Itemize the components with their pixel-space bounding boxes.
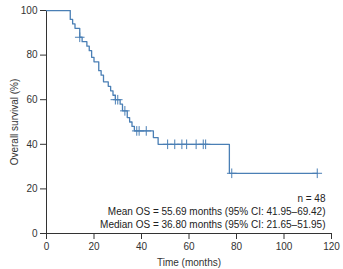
svg-text:80: 80 (231, 241, 243, 252)
svg-text:60: 60 (183, 241, 195, 252)
svg-text:60: 60 (26, 94, 38, 105)
svg-text:40: 40 (26, 139, 38, 150)
svg-text:20: 20 (26, 183, 38, 194)
svg-text:0: 0 (32, 228, 38, 239)
svg-text:100: 100 (21, 5, 38, 16)
svg-text:120: 120 (323, 241, 340, 252)
svg-text:80: 80 (26, 49, 38, 60)
svg-text:20: 20 (88, 241, 100, 252)
svg-text:100: 100 (276, 241, 293, 252)
svg-text:40: 40 (136, 241, 148, 252)
svg-text:Time (months): Time (months) (157, 257, 221, 268)
svg-text:n = 48: n = 48 (297, 193, 326, 204)
svg-text:0: 0 (44, 241, 50, 252)
svg-text:Mean OS = 55.69 months (95% CI: Mean OS = 55.69 months (95% CI: 41.95–69… (108, 206, 326, 217)
svg-text:Median OS = 36.80 months (95%: Median OS = 36.80 months (95% CI: 21.65–… (100, 219, 325, 230)
svg-text:Overall survival (%): Overall survival (%) (9, 79, 20, 166)
